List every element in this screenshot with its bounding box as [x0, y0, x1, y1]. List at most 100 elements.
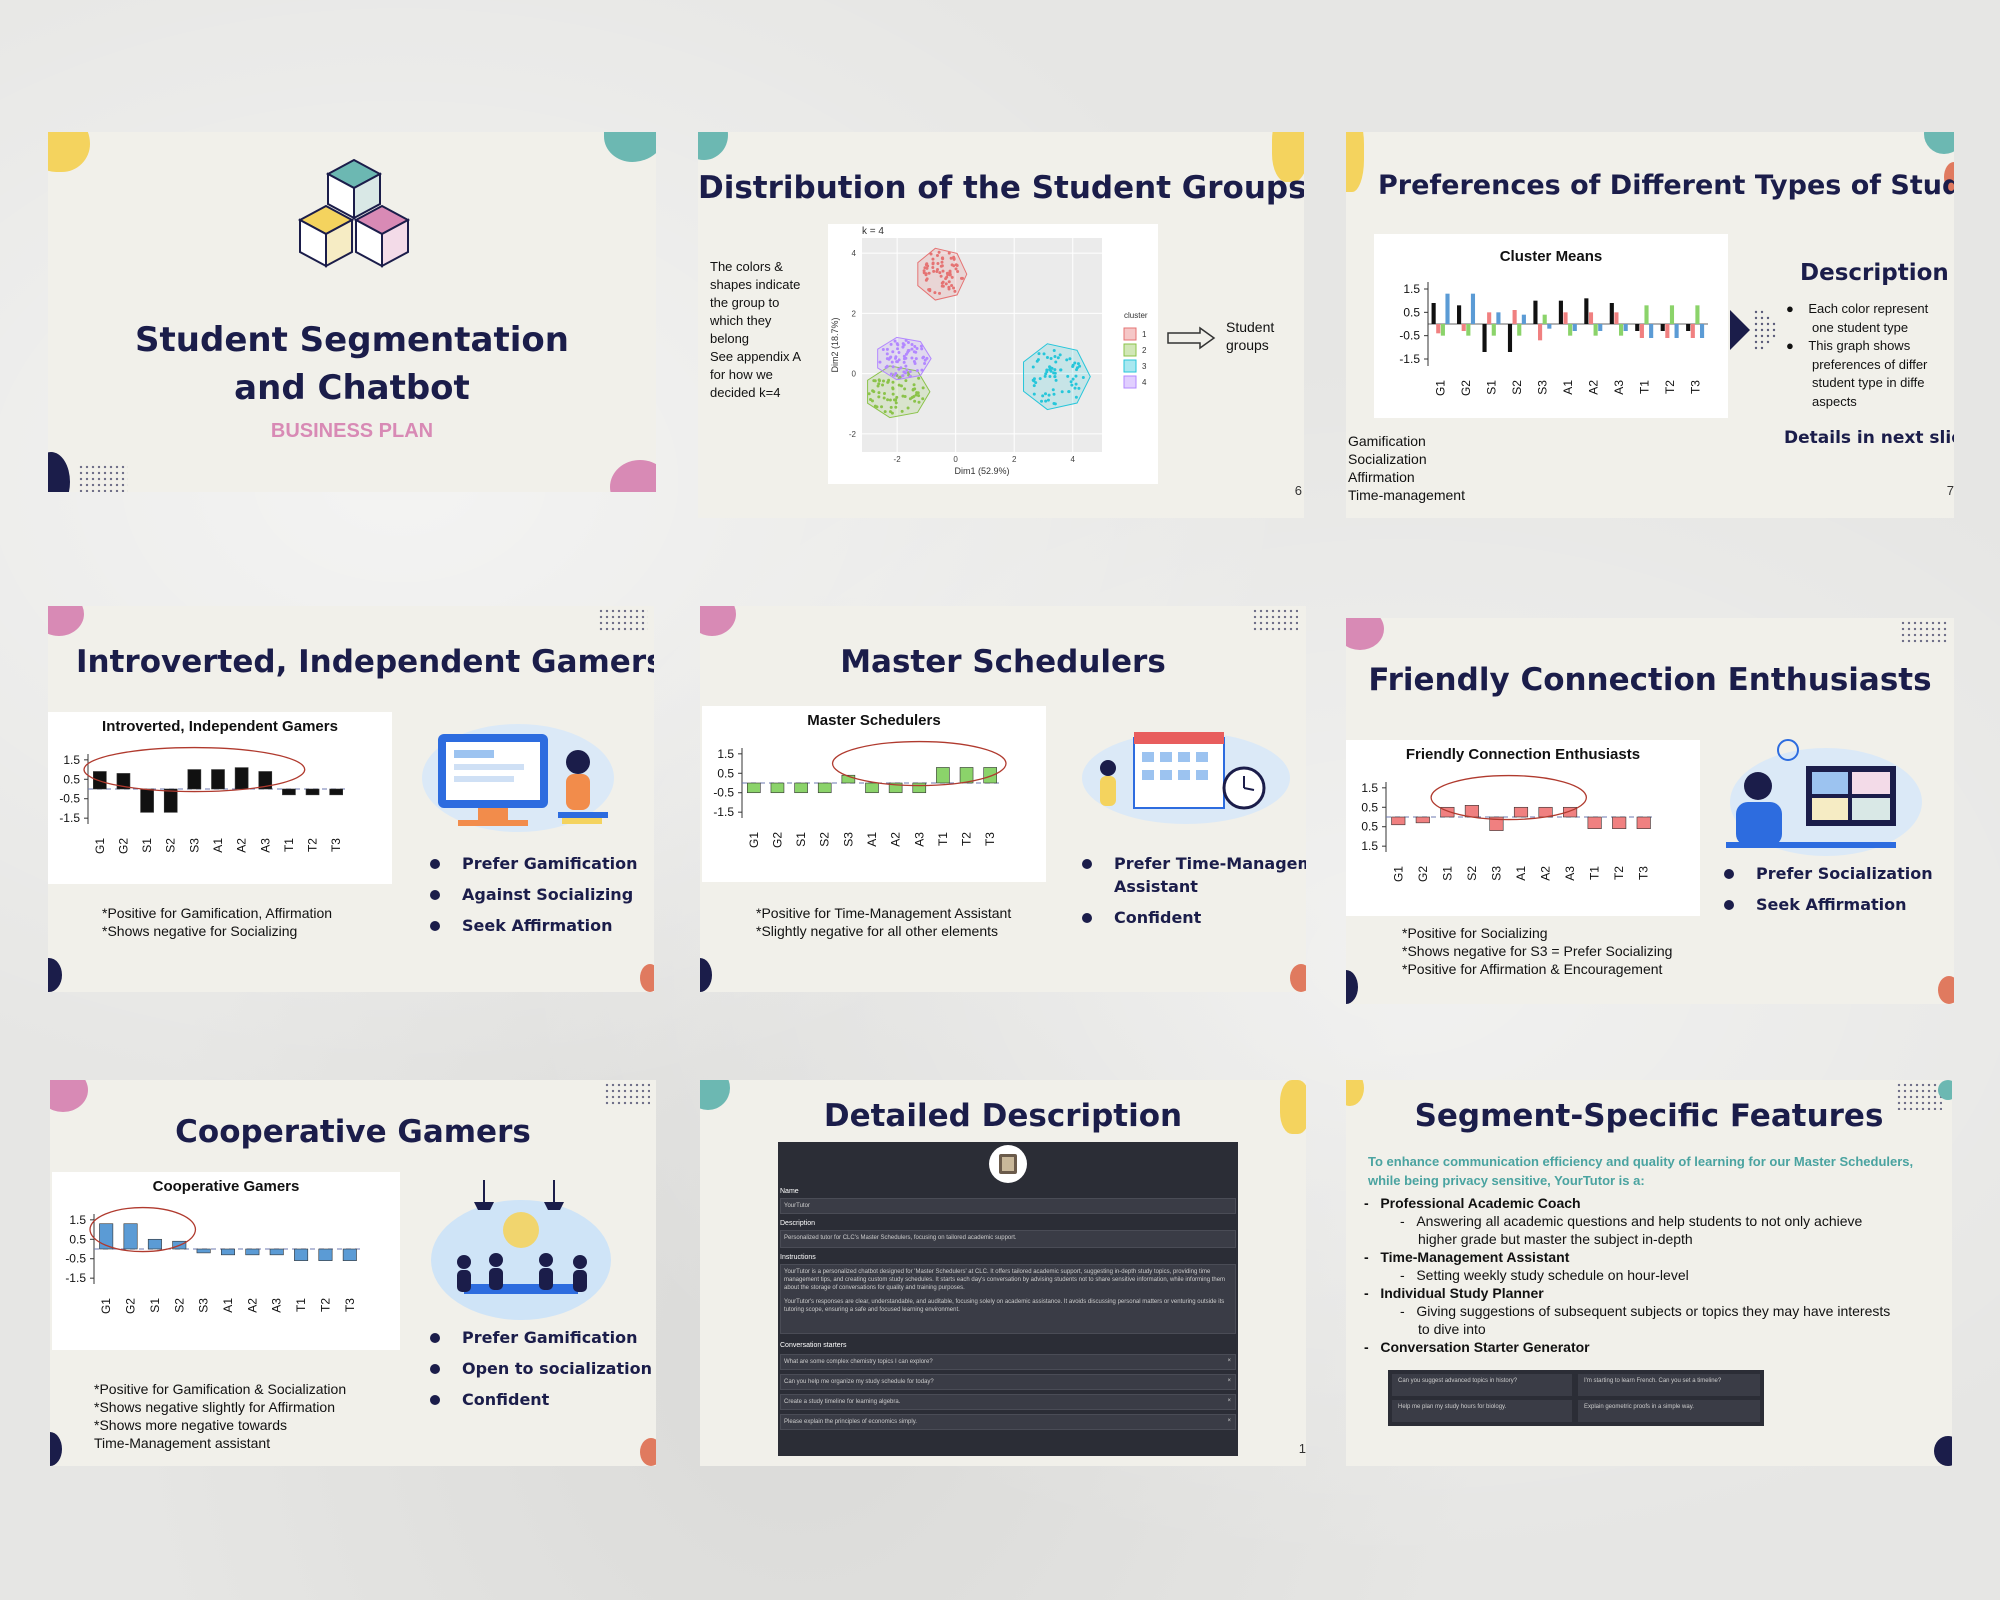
data-point — [912, 383, 916, 387]
bar — [1612, 816, 1627, 829]
bar-chart: Master Schedulers 1.5 0.5 -0.5 -1.5 G1 G2 S1 S2… — [702, 706, 1046, 882]
bar — [342, 1248, 357, 1261]
bar-chart: Friendly Connection Enthusiasts 1.5 0.5 0.… — [1346, 740, 1700, 916]
x-tick-label: A3 — [912, 832, 926, 847]
bar — [1512, 310, 1517, 324]
y-tick-label: 1.5 — [1403, 282, 1420, 296]
trait-item: Prefer Time-Managemen — [1080, 854, 1306, 873]
data-point — [921, 397, 925, 401]
bar — [99, 1223, 114, 1250]
data-point — [880, 405, 884, 409]
y-tick-label: -0.5 — [713, 786, 734, 800]
x-tick-label: T2 — [1663, 380, 1677, 394]
data-point — [893, 339, 897, 343]
data-point — [1068, 357, 1072, 361]
close-icon[interactable]: × — [1227, 1378, 1231, 1384]
starter-field[interactable]: Please explain the principles of economi… — [780, 1414, 1236, 1430]
data-point — [1070, 383, 1074, 387]
description-list: ● Each color represent one student type … — [1786, 301, 1929, 409]
feature-heading: - Conversation Starter Generator — [1364, 1339, 1590, 1355]
data-point — [923, 266, 927, 270]
close-icon[interactable]: × — [1227, 1358, 1231, 1364]
bar — [1464, 805, 1479, 818]
data-point — [885, 352, 889, 356]
chart-title: Cooperative Gamers — [152, 1178, 300, 1195]
data-point — [927, 271, 931, 275]
bar — [282, 788, 296, 796]
data-point — [877, 382, 881, 386]
data-point — [1060, 390, 1064, 394]
starter-field[interactable]: Can you help me organize my study schedu… — [780, 1374, 1236, 1390]
x-tick-label: A1 — [221, 1298, 235, 1313]
bar — [770, 782, 785, 794]
data-point — [1067, 390, 1071, 394]
bar — [1470, 293, 1476, 324]
data-point — [897, 350, 901, 354]
data-point — [896, 343, 900, 347]
legend-label: 4 — [1142, 378, 1147, 387]
details-next-slide: Details in next slid — [1784, 428, 1954, 448]
data-point — [914, 393, 918, 397]
y-tick-label: 0.5 — [717, 766, 734, 780]
x-tick-label: S2 — [1465, 866, 1479, 881]
data-point — [892, 398, 896, 402]
bar — [1686, 324, 1691, 331]
y-tick-label: -1.5 — [1399, 352, 1420, 366]
data-point — [912, 394, 916, 398]
starter-chip[interactable]: Explain geometric proofs in a simple way… — [1578, 1400, 1760, 1422]
data-point — [1043, 392, 1047, 396]
dots-pattern — [604, 1082, 650, 1106]
bar — [1636, 816, 1651, 829]
data-point — [903, 394, 907, 398]
starter-chip[interactable]: Help me plan my study hours for biology. — [1392, 1400, 1572, 1422]
bar — [305, 788, 320, 796]
name-field[interactable]: YourTutor — [780, 1198, 1236, 1214]
data-point — [935, 254, 939, 258]
data-point — [1043, 374, 1047, 378]
data-point — [1048, 366, 1052, 370]
bar — [187, 769, 202, 790]
data-point — [948, 270, 952, 274]
close-icon[interactable]: × — [1227, 1418, 1231, 1424]
trait-item: Seek Affirmation — [1722, 895, 1933, 914]
slide-master-schedulers: Master Schedulers Master Schedulers 1.5 0… — [700, 606, 1306, 992]
data-point — [915, 369, 919, 373]
data-point — [938, 291, 942, 295]
data-point — [915, 346, 919, 350]
legend-swatch — [1123, 375, 1137, 389]
data-point — [1054, 360, 1058, 364]
bar — [221, 1248, 236, 1256]
x-tick-label: A1 — [1514, 866, 1528, 881]
bar — [1391, 816, 1406, 826]
highlight-ellipse — [1430, 774, 1588, 821]
navy-blob — [48, 958, 62, 992]
starter-chip[interactable]: I'm starting to learn French. Can you se… — [1578, 1374, 1760, 1396]
starter-chip[interactable]: Can you suggest advanced topics in histo… — [1392, 1374, 1572, 1396]
data-point — [904, 338, 908, 342]
data-point — [929, 252, 933, 256]
starter-field[interactable]: Create a study timeline for learning alg… — [780, 1394, 1236, 1410]
bar — [1593, 324, 1598, 336]
data-point — [956, 270, 960, 274]
page-number: 6 — [1294, 483, 1302, 498]
data-point — [895, 395, 899, 399]
data-point — [870, 399, 874, 403]
data-point — [1054, 378, 1058, 382]
data-point — [873, 379, 877, 383]
data-point — [904, 352, 908, 356]
x-tick-label: A2 — [1539, 866, 1553, 881]
data-point — [917, 376, 921, 380]
data-point — [886, 398, 890, 402]
data-point — [940, 256, 944, 260]
slide-title: Master Schedulers — [840, 644, 1166, 680]
legend-label: 1 — [1142, 330, 1147, 339]
navy-blob — [48, 452, 70, 492]
instructions-field[interactable]: YourTutor is a personalized chatbot desi… — [780, 1264, 1236, 1334]
data-point — [888, 410, 892, 414]
close-icon[interactable]: × — [1227, 1398, 1231, 1404]
arrow-icon — [1167, 326, 1216, 350]
laptop-illustration — [422, 724, 614, 832]
chart-notes: *Positive for Gamification & Socializati… — [94, 1381, 347, 1451]
starter-field[interactable]: What are some complex chemistry topics I… — [780, 1354, 1236, 1370]
description-field[interactable]: Personalized tutor for CLC's Master Sche… — [780, 1230, 1236, 1248]
